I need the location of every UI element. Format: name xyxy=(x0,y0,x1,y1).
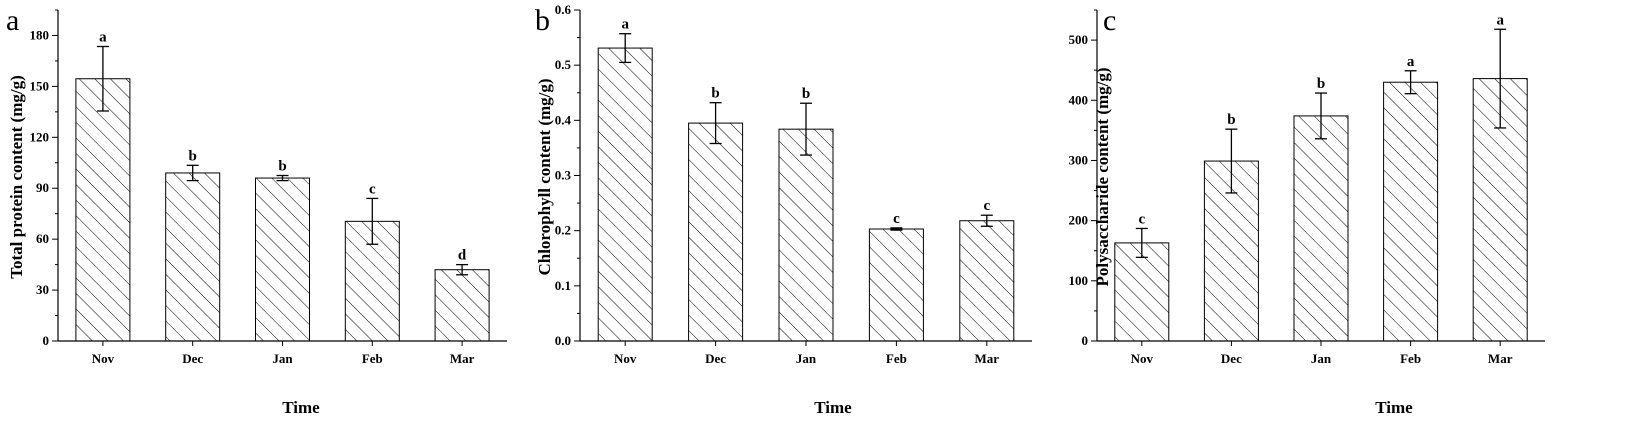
x-axis-title-c: Time xyxy=(1375,398,1413,417)
chart-panel-b: b a b b c c Nov Dec Jan Feb Mar 0.0 0.1 0.2 0.3 0.4 0.… xyxy=(535,2,1032,417)
error-bar-b-nov xyxy=(619,33,632,64)
y-tick-label-c-3: 300 xyxy=(1069,152,1089,167)
significance-label-b-nov: a xyxy=(621,17,629,33)
x-axis-title-a: Time xyxy=(282,398,320,417)
error-bar-c-jan xyxy=(1315,92,1327,140)
y-tick-label-b-5: 0.5 xyxy=(555,57,572,72)
y-axis-title-c: Polysaccharide content (mg/g) xyxy=(1093,67,1112,286)
x-tick-label-c-nov: Nov xyxy=(1131,351,1154,366)
error-bar-b-jan xyxy=(800,102,812,156)
significance-label-c-dec: b xyxy=(1227,112,1235,128)
significance-label-a-mar: d xyxy=(458,248,467,264)
y-tick-label-b-1: 0.1 xyxy=(555,278,571,293)
y-axis-title-b: Chlorophyll content (mg/g) xyxy=(535,78,554,275)
y-tick-label-a-3: 90 xyxy=(36,180,49,195)
x-tick-label-a-nov: Nov xyxy=(92,351,115,366)
y-tick-label-b-4: 0.4 xyxy=(555,112,572,127)
y-tick-label-b-0: 0.0 xyxy=(555,333,571,348)
x-tick-label-c-feb: Feb xyxy=(1400,351,1421,366)
y-axis-title-a: Total protein content (mg/g) xyxy=(7,75,26,279)
error-bar-c-nov xyxy=(1135,227,1148,258)
error-bar-c-mar xyxy=(1494,28,1507,129)
significance-label-a-dec: b xyxy=(189,148,197,164)
significance-label-b-jan: b xyxy=(802,86,810,102)
significance-label-a-feb: c xyxy=(369,181,376,197)
significance-label-b-dec: b xyxy=(711,86,719,102)
y-tick-label-a-5: 150 xyxy=(30,78,50,93)
bar-a-dec xyxy=(165,172,221,342)
significance-label-b-mar: c xyxy=(983,198,990,214)
x-tick-label-a-dec: Dec xyxy=(182,351,203,366)
x-tick-label-b-feb: Feb xyxy=(886,351,907,366)
y-tick-label-b-2: 0.2 xyxy=(555,223,571,238)
significance-label-a-nov: a xyxy=(99,29,107,45)
error-bar-b-mar xyxy=(980,214,993,227)
bar-a-mar xyxy=(434,269,490,342)
x-tick-label-a-feb: Feb xyxy=(362,351,383,366)
bar-b-mar xyxy=(959,220,1015,342)
y-tick-label-b-6: 0.6 xyxy=(555,2,572,17)
panel-letter-c: c xyxy=(1103,4,1116,37)
x-axis-title-b: Time xyxy=(814,398,852,417)
y-tick-label-a-2: 60 xyxy=(36,231,49,246)
error-bar-a-mar xyxy=(456,263,469,276)
x-tick-label-c-jan: Jan xyxy=(1311,351,1332,366)
bar-c-jan xyxy=(1293,115,1349,342)
error-bar-a-feb xyxy=(366,197,379,245)
significance-label-c-mar: a xyxy=(1496,12,1504,28)
y-tick-label-c-5: 500 xyxy=(1069,32,1089,47)
significance-label-c-jan: b xyxy=(1317,76,1325,92)
error-bar-a-jan xyxy=(276,174,289,182)
x-tick-label-b-dec: Dec xyxy=(705,351,726,366)
y-tick-label-a-6: 180 xyxy=(30,27,50,42)
error-bar-b-dec xyxy=(709,102,722,145)
bar-b-jan xyxy=(778,128,834,342)
error-bar-c-dec xyxy=(1225,128,1238,194)
bar-a-nov xyxy=(75,78,131,342)
significance-label-b-feb: c xyxy=(893,211,900,227)
bar-b-dec xyxy=(688,122,744,342)
bar-a-jan xyxy=(255,177,310,342)
error-bar-a-nov xyxy=(96,45,109,112)
bar-c-feb xyxy=(1383,81,1439,342)
panel-letter-b: b xyxy=(535,4,550,37)
x-tick-label-a-jan: Jan xyxy=(272,351,293,366)
y-tick-label-c-2: 200 xyxy=(1069,213,1089,228)
x-tick-label-a-mar: Mar xyxy=(450,351,475,366)
panel-letter-a: a xyxy=(6,4,19,37)
y-tick-label-a-4: 120 xyxy=(30,129,50,144)
x-tick-label-b-nov: Nov xyxy=(614,351,637,366)
y-tick-label-c-4: 400 xyxy=(1069,92,1089,107)
bar-c-nov xyxy=(1114,242,1170,342)
y-tick-label-a-0: 0 xyxy=(43,333,50,348)
bar-b-nov xyxy=(597,47,653,342)
y-tick-label-b-3: 0.3 xyxy=(555,168,572,183)
x-tick-label-c-mar: Mar xyxy=(1488,351,1513,366)
significance-label-c-nov: c xyxy=(1138,211,1145,227)
bar-b-feb xyxy=(868,228,924,342)
significance-label-a-jan: b xyxy=(278,159,286,175)
x-tick-label-b-jan: Jan xyxy=(796,351,817,366)
y-tick-label-c-0: 0 xyxy=(1082,333,1089,348)
x-tick-label-c-dec: Dec xyxy=(1221,351,1242,366)
y-tick-label-a-1: 30 xyxy=(36,282,49,297)
error-bar-c-feb xyxy=(1404,70,1417,95)
error-bar-a-dec xyxy=(186,164,199,182)
error-bar-b-feb xyxy=(890,227,903,231)
y-tick-label-c-1: 100 xyxy=(1069,273,1089,288)
significance-label-c-feb: a xyxy=(1407,54,1415,70)
x-tick-label-b-mar: Mar xyxy=(975,351,1000,366)
